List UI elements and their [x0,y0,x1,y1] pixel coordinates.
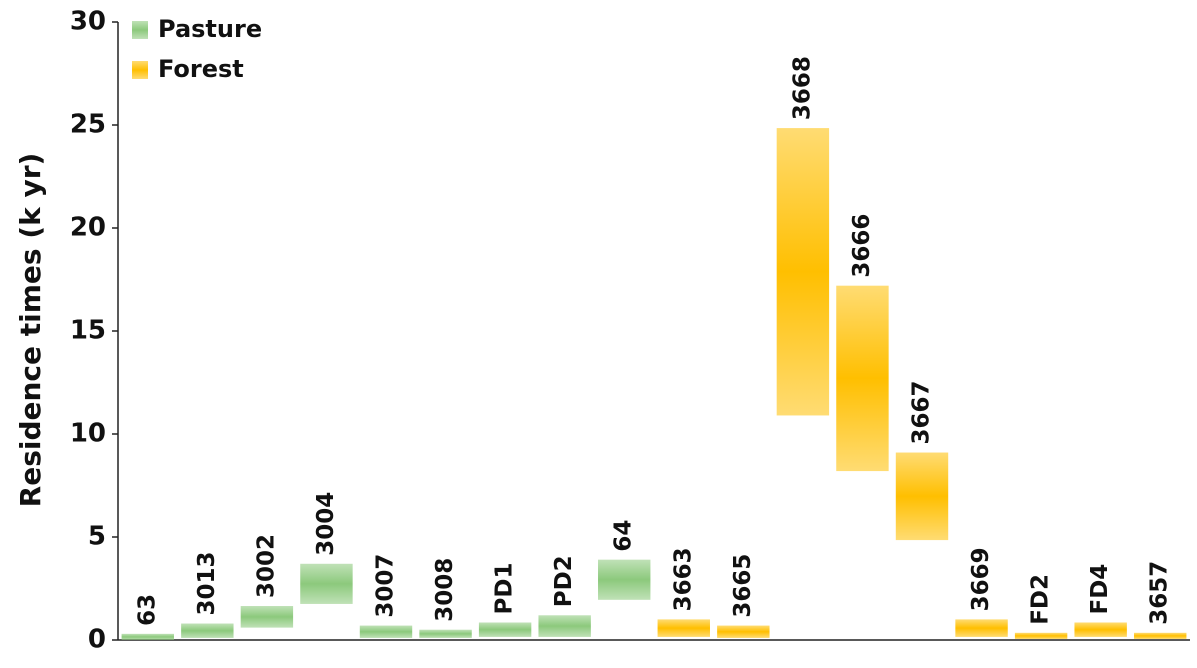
legend-label: Forest [158,55,244,83]
bar [1014,632,1068,639]
bar-label: 3663 [670,547,696,611]
bar [717,625,770,638]
bar [478,622,532,637]
bar [1074,622,1127,637]
bar-label: 3004 [313,492,339,556]
bar-label: 3669 [968,547,994,611]
bar-label: FD2 [1028,574,1054,625]
bar-label: PD1 [492,563,518,615]
bar [121,633,174,640]
bar [419,629,472,638]
bar [836,285,889,472]
bar-label: 3668 [789,56,815,120]
y-tick-label: 5 [88,522,106,552]
bar [776,128,830,416]
bar [955,619,1008,637]
bar [538,615,591,637]
y-tick-label: 10 [70,419,106,449]
legend-swatch [132,61,148,79]
y-tick-label: 15 [70,316,106,346]
bar-label: 3002 [253,534,279,598]
bar-label: 3665 [730,554,756,618]
bar-label: 64 [611,520,637,552]
bar-label: 3666 [849,214,875,278]
bar-label: 3013 [194,552,220,616]
bar-label: FD4 [1087,564,1113,615]
y-tick-label: 0 [88,625,106,655]
legend-swatch [132,21,148,39]
bar [300,563,353,604]
legend-label: Pasture [158,15,262,43]
bar [598,559,651,600]
bar [181,623,234,638]
bar [895,452,949,541]
y-tick-label: 30 [70,7,106,37]
bar [240,606,294,628]
bar [359,625,413,638]
bar-label: 3657 [1147,561,1173,625]
bar-label: PD2 [551,555,577,607]
y-tick-label: 25 [70,110,106,140]
y-tick-label: 20 [70,213,106,243]
bar [1134,632,1187,639]
bar [657,619,710,637]
y-axis-label: Residence times (k yr) [14,153,47,508]
bar-label: 3008 [432,558,458,622]
bar-label: 63 [134,594,160,626]
bar-label: 3007 [373,554,399,618]
bar-label: 3667 [909,381,935,445]
